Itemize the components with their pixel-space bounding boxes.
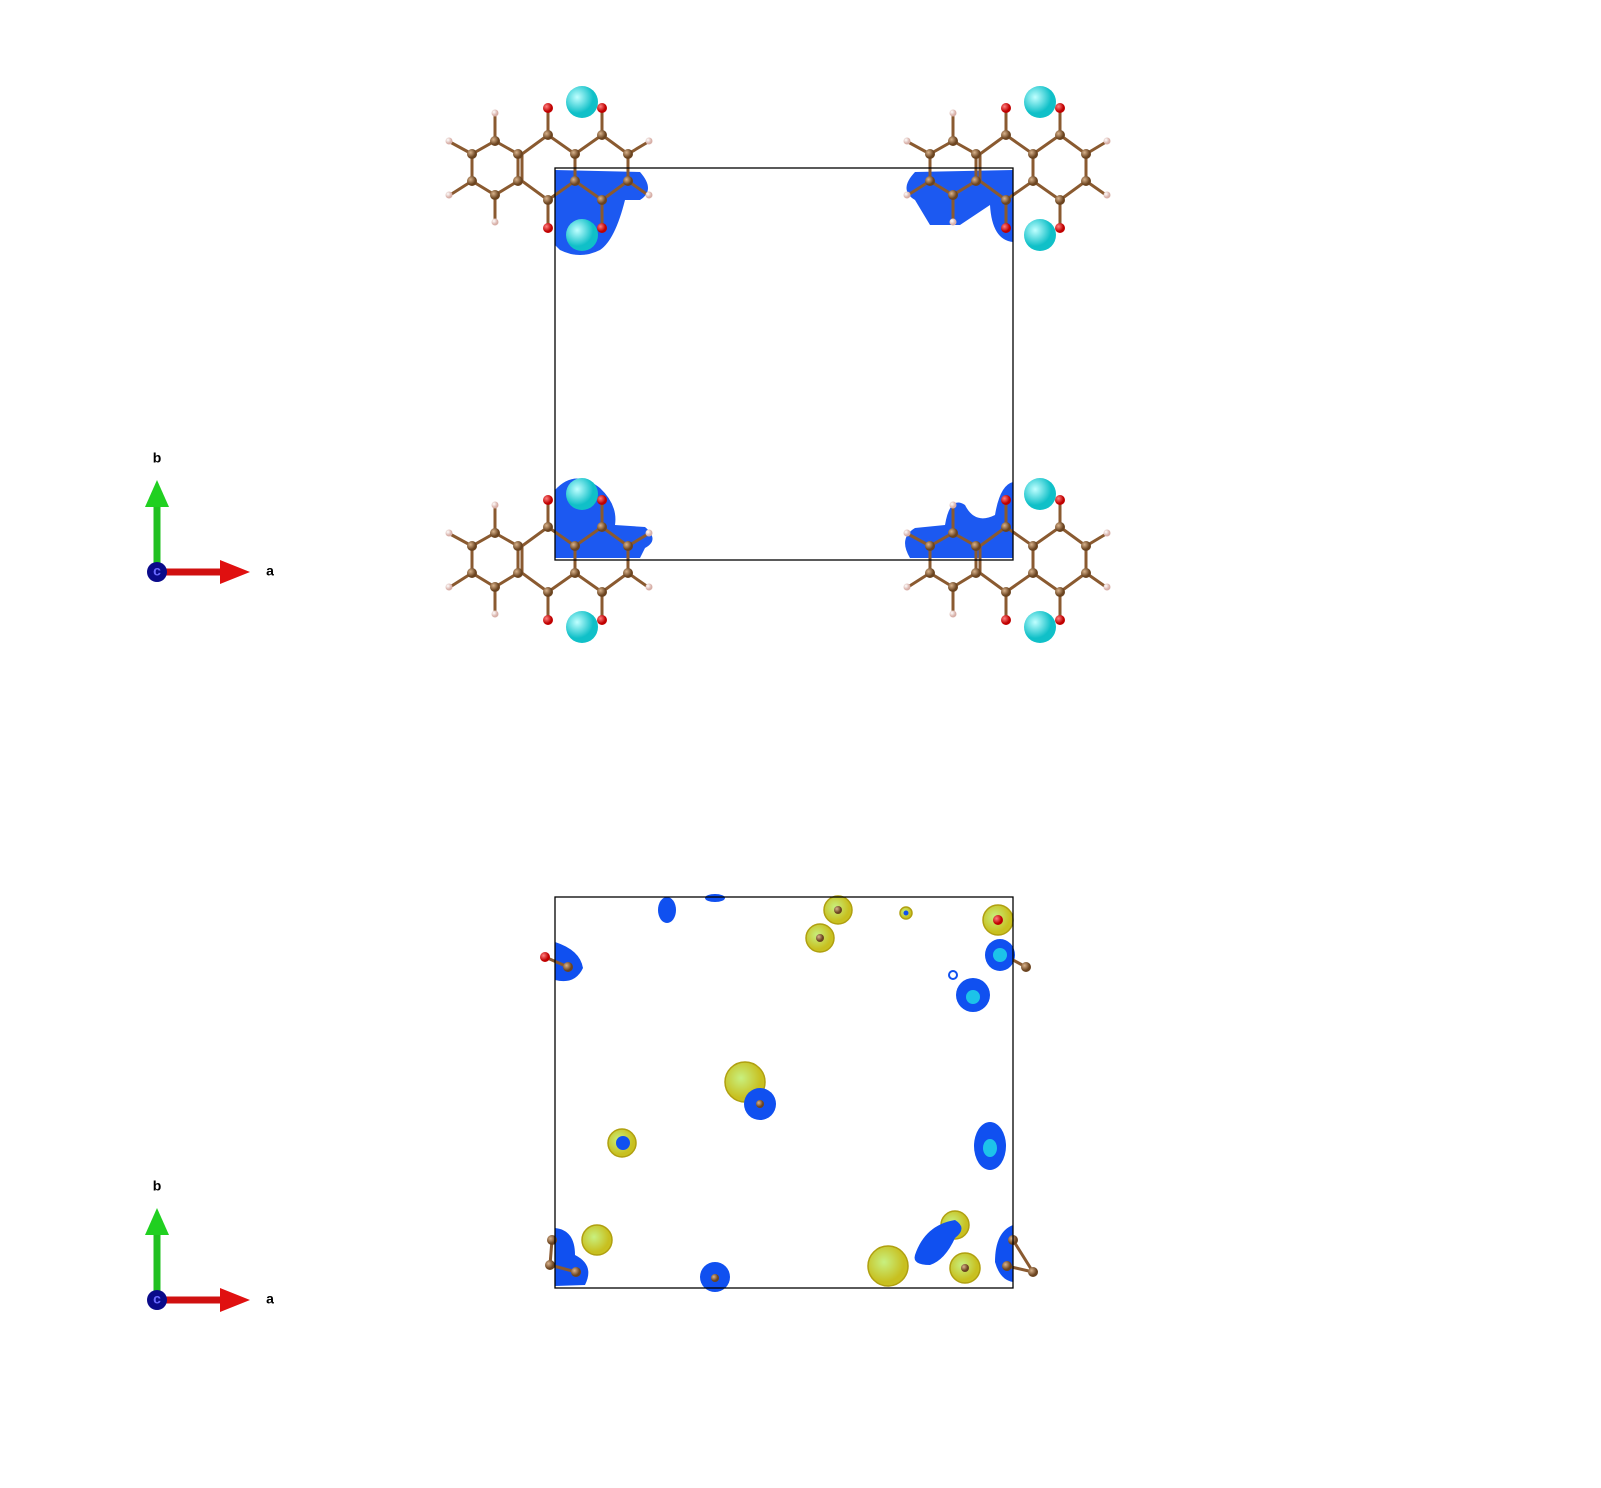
unit-cell (554, 896, 1014, 1289)
axis-label-c: c (153, 563, 161, 579)
axis-label-c: c (153, 1291, 161, 1307)
unit-cell (554, 167, 1014, 561)
axis-label-a: a (266, 563, 274, 579)
isosurface (555, 894, 1015, 1292)
panel-top: b a c (145, 84, 1112, 645)
panel-bottom: b a c (145, 894, 1038, 1312)
axis-label-a: a (266, 1291, 274, 1307)
axis-label-b: b (153, 1178, 162, 1194)
axis-label-b: b (153, 450, 162, 466)
isosurface (555, 170, 1013, 558)
